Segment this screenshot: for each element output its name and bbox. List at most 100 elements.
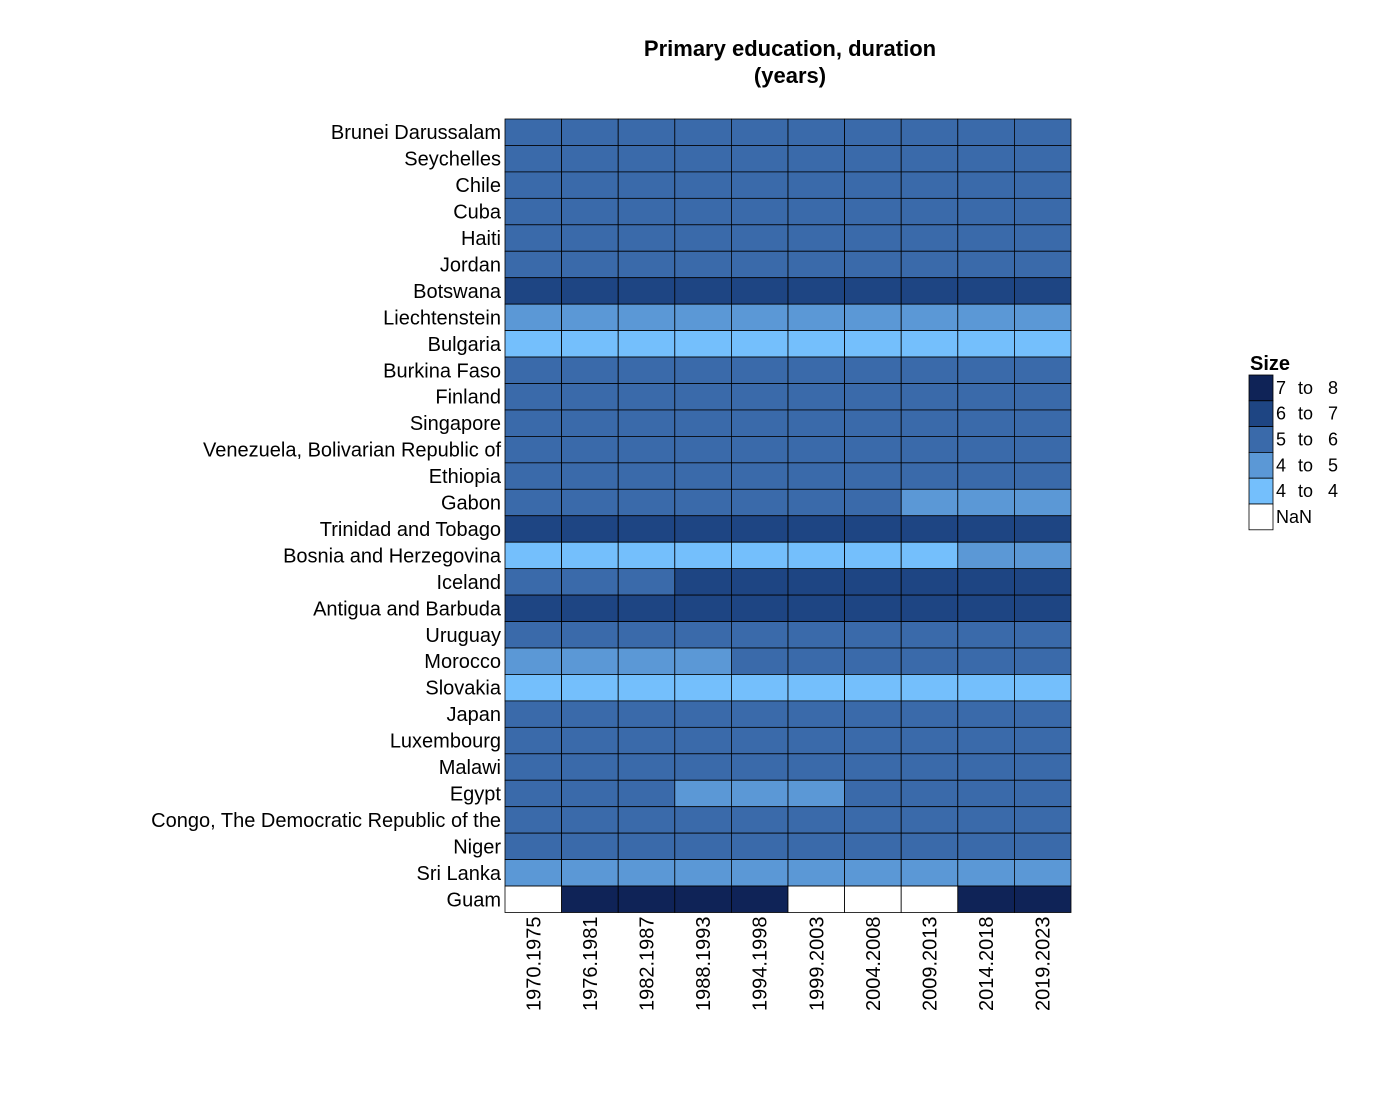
row-label: Congo, The Democratic Republic of the xyxy=(151,810,501,832)
cell-bosnia-and-herzegovina-8 xyxy=(957,541,1015,570)
row-label: Ethiopia xyxy=(429,466,502,488)
cell-venezuela-bolivarian-republic-of-6 xyxy=(844,435,902,464)
row-label: Singapore xyxy=(410,413,501,435)
cell-guam-1 xyxy=(561,885,619,913)
cell-japan-0 xyxy=(504,700,562,728)
cell-haiti-0 xyxy=(504,224,562,252)
cell-cuba-2 xyxy=(617,197,676,226)
cell-botswana-1 xyxy=(561,277,619,305)
cell-liechtenstein-4 xyxy=(731,303,789,331)
cell-venezuela-bolivarian-republic-of-1 xyxy=(561,435,619,464)
cell-ethiopia-0 xyxy=(504,462,562,490)
cell-venezuela-bolivarian-republic-of-8 xyxy=(957,435,1015,464)
cell-guam-9 xyxy=(1014,885,1072,913)
cell-botswana-7 xyxy=(900,277,959,305)
row-label: Botswana xyxy=(413,281,502,303)
cell-burkina-faso-7 xyxy=(900,356,959,384)
cell-trinidad-and-tobago-2 xyxy=(617,515,676,543)
cell-antigua-and-barbuda-7 xyxy=(900,594,959,622)
cell-burkina-faso-4 xyxy=(731,356,789,384)
cell-venezuela-bolivarian-republic-of-7 xyxy=(900,435,959,464)
cell-cuba-3 xyxy=(674,197,732,226)
cell-uruguay-8 xyxy=(957,621,1015,649)
cell-haiti-4 xyxy=(731,224,789,252)
cell-congo-the-democratic-republic-of-the-2 xyxy=(617,806,676,834)
cell-jordan-8 xyxy=(957,250,1015,279)
row-labels: Brunei Darussalam Seychelles Chile Cuba Hait… xyxy=(151,122,502,911)
cell-seychelles-6 xyxy=(844,145,902,173)
row-label: Gabon xyxy=(441,493,501,515)
cell-ethiopia-8 xyxy=(957,462,1015,490)
cell-egypt-6 xyxy=(844,779,902,808)
heatmap-cells xyxy=(504,118,1072,913)
cell-morocco-5 xyxy=(787,647,845,675)
cell-malawi-1 xyxy=(561,753,619,781)
cell-malawi-3 xyxy=(674,753,732,781)
cell-seychelles-2 xyxy=(617,145,676,173)
cell-trinidad-and-tobago-1 xyxy=(561,515,619,543)
cell-congo-the-democratic-republic-of-the-6 xyxy=(844,806,902,834)
cell-iceland-2 xyxy=(617,568,676,596)
cell-uruguay-5 xyxy=(787,621,845,649)
cell-antigua-and-barbuda-1 xyxy=(561,594,619,622)
cell-slovakia-7 xyxy=(900,674,959,702)
cell-singapore-0 xyxy=(504,409,562,437)
cell-slovakia-4 xyxy=(731,674,789,702)
legend-label-part: 5 xyxy=(1328,455,1338,475)
cell-egypt-3 xyxy=(674,779,732,808)
cell-burkina-faso-6 xyxy=(844,356,902,384)
row-label: Burkina Faso xyxy=(383,360,501,382)
row-label: Chile xyxy=(455,175,501,197)
cell-brunei-darussalam-7 xyxy=(900,118,959,146)
cell-iceland-7 xyxy=(900,568,959,596)
cell-ethiopia-6 xyxy=(844,462,902,490)
cell-luxembourg-5 xyxy=(787,726,845,755)
cell-morocco-4 xyxy=(731,647,789,675)
cell-gabon-4 xyxy=(731,488,789,517)
column-label: 1970.1975 xyxy=(523,917,545,1012)
cell-ethiopia-5 xyxy=(787,462,845,490)
cell-burkina-faso-8 xyxy=(957,356,1015,384)
cell-guam-6 xyxy=(844,885,902,913)
cell-gabon-0 xyxy=(504,488,562,517)
cell-malawi-0 xyxy=(504,753,562,781)
cell-egypt-4 xyxy=(731,779,789,808)
cell-uruguay-9 xyxy=(1014,621,1072,649)
cell-japan-5 xyxy=(787,700,845,728)
cell-brunei-darussalam-5 xyxy=(787,118,845,146)
cell-brunei-darussalam-3 xyxy=(674,118,732,146)
cell-liechtenstein-0 xyxy=(504,303,562,331)
cell-singapore-7 xyxy=(900,409,959,437)
cell-bulgaria-4 xyxy=(731,330,789,358)
cell-venezuela-bolivarian-republic-of-9 xyxy=(1014,435,1072,464)
cell-seychelles-1 xyxy=(561,145,619,173)
cell-bosnia-and-herzegovina-0 xyxy=(504,541,562,570)
cell-sri-lanka-5 xyxy=(787,859,845,887)
cell-gabon-6 xyxy=(844,488,902,517)
cell-luxembourg-7 xyxy=(900,726,959,755)
cell-bosnia-and-herzegovina-6 xyxy=(844,541,902,570)
cell-congo-the-democratic-republic-of-the-0 xyxy=(504,806,562,834)
cell-iceland-9 xyxy=(1014,568,1072,596)
cell-cuba-7 xyxy=(900,197,959,226)
cell-japan-4 xyxy=(731,700,789,728)
cell-congo-the-democratic-republic-of-the-4 xyxy=(731,806,789,834)
cell-uruguay-1 xyxy=(561,621,619,649)
cell-liechtenstein-5 xyxy=(787,303,845,331)
legend-label-part: 4 xyxy=(1276,455,1286,475)
legend-swatch xyxy=(1248,374,1274,402)
cell-finland-6 xyxy=(844,383,902,411)
row-label: Brunei Darussalam xyxy=(331,122,501,144)
cell-bulgaria-3 xyxy=(674,330,732,358)
cell-cuba-8 xyxy=(957,197,1015,226)
cell-finland-7 xyxy=(900,383,959,411)
cell-singapore-1 xyxy=(561,409,619,437)
cell-slovakia-6 xyxy=(844,674,902,702)
cell-haiti-1 xyxy=(561,224,619,252)
cell-jordan-0 xyxy=(504,250,562,279)
row-label: Slovakia xyxy=(425,678,501,700)
legend-label-part: 4 xyxy=(1328,481,1338,501)
cell-finland-9 xyxy=(1014,383,1072,411)
cell-burkina-faso-0 xyxy=(504,356,562,384)
cell-haiti-5 xyxy=(787,224,845,252)
